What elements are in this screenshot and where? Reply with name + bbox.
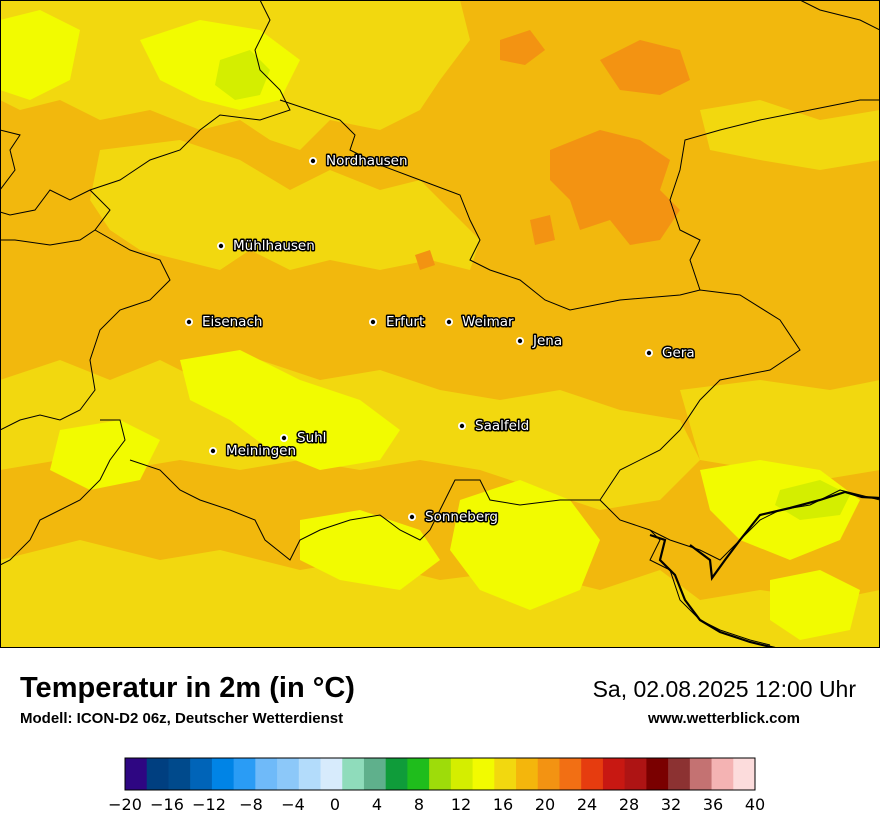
legend-swatch — [494, 758, 517, 790]
city-label-sonneberg: Sonneberg — [425, 509, 498, 525]
legend-tick-label: 4 — [372, 795, 382, 814]
temperature-map[interactable]: Nordhausen Mühlhausen Eisenach Erfurt We… — [0, 0, 880, 648]
legend-tick-label: 24 — [577, 795, 597, 814]
legend-tick-label: 36 — [703, 795, 723, 814]
forecast-datetime: Sa, 02.08.2025 12:00 Uhr — [592, 676, 856, 702]
city-erfurt[interactable]: Erfurt — [369, 313, 426, 332]
legend-frame — [124, 757, 756, 791]
temperature-zone-20-22 — [415, 30, 690, 270]
legend-swatch — [298, 758, 322, 790]
legend-swatch — [277, 758, 300, 790]
color-legend: −20 −16 −12 −8 −4 0 4 8 12 16 20 24 28 32 36 40 — [108, 757, 765, 814]
website-link[interactable]: www.wetterblick.com — [648, 710, 800, 727]
city-sonneberg[interactable]: Sonneberg — [408, 508, 500, 527]
state-borders — [0, 0, 880, 646]
city-label-jena: Jena — [532, 333, 562, 349]
legend-swatch — [407, 758, 430, 790]
city-label-gera: Gera — [662, 345, 695, 361]
legend-swatch — [342, 758, 365, 790]
city-saalfeld[interactable]: Saalfeld — [458, 417, 531, 436]
model-info: Modell: ICON-D2 06z, Deutscher Wetterdie… — [20, 710, 344, 727]
legend-swatch — [125, 758, 148, 790]
legend-tick-label: −16 — [150, 795, 184, 814]
city-eisenach[interactable]: Eisenach — [185, 313, 264, 332]
city-label-weimar: Weimar — [462, 314, 514, 330]
legend-tick-label: 40 — [745, 795, 765, 814]
legend-swatch — [146, 758, 169, 790]
city-markers: Nordhausen Mühlhausen Eisenach Erfurt We… — [185, 152, 696, 527]
legend-tick-label: 16 — [493, 795, 513, 814]
legend-tick-label: −20 — [108, 795, 142, 814]
map-title: Temperatur in 2m (in °C) — [20, 672, 355, 704]
legend-swatch — [602, 758, 626, 790]
legend-tick-label: 32 — [661, 795, 681, 814]
legend-swatch — [385, 758, 408, 790]
city-jena[interactable]: Jena — [516, 332, 564, 351]
country-border — [649, 490, 880, 648]
temperature-zone-12-14 — [215, 50, 850, 520]
legend-swatch — [624, 758, 647, 790]
city-meiningen[interactable]: Meiningen — [209, 442, 298, 461]
legend-swatch — [472, 758, 495, 790]
legend-swatch — [363, 758, 387, 790]
legend-swatch — [233, 758, 256, 790]
legend-swatch — [190, 758, 213, 790]
footer: Temperatur in 2m (in °C) Modell: ICON-D2… — [0, 648, 880, 830]
city-gera[interactable]: Gera — [645, 344, 696, 363]
legend-tick-label: 0 — [330, 795, 340, 814]
legend-swatch — [581, 758, 604, 790]
legend-swatch — [689, 758, 713, 790]
city-suhl[interactable]: Suhl — [280, 429, 328, 448]
legend-tick-label: 20 — [535, 795, 555, 814]
legend-tick-label: −4 — [281, 795, 305, 814]
legend-swatch — [255, 758, 278, 790]
legend-swatch — [559, 758, 582, 790]
legend-swatch — [168, 758, 191, 790]
city-label-nordhausen: Nordhausen — [326, 153, 408, 169]
legend-tick-label: 8 — [414, 795, 424, 814]
legend-swatch — [668, 758, 691, 790]
city-muehlhausen[interactable]: Mühlhausen — [217, 237, 316, 256]
legend-tick-label: 28 — [619, 795, 639, 814]
city-label-suhl: Suhl — [297, 430, 326, 446]
legend-swatch — [320, 758, 343, 790]
city-label-meiningen: Meiningen — [226, 443, 296, 459]
legend-swatches — [125, 758, 756, 790]
city-label-erfurt: Erfurt — [386, 314, 424, 330]
city-nordhausen[interactable]: Nordhausen — [309, 152, 409, 171]
city-label-saalfeld: Saalfeld — [475, 418, 529, 434]
legend-ticks: −20 −16 −12 −8 −4 0 4 8 12 16 20 24 28 32 36 40 — [108, 795, 765, 814]
legend-tick-label: −8 — [239, 795, 263, 814]
city-label-eisenach: Eisenach — [202, 314, 262, 330]
legend-swatch — [646, 758, 669, 790]
legend-swatch — [711, 758, 734, 790]
legend-swatch — [733, 758, 756, 790]
legend-swatch — [429, 758, 452, 790]
city-label-muehlhausen: Mühlhausen — [233, 238, 315, 254]
legend-tick-label: −12 — [192, 795, 226, 814]
legend-swatch — [516, 758, 539, 790]
legend-swatch — [537, 758, 560, 790]
legend-swatch — [211, 758, 235, 790]
city-weimar[interactable]: Weimar — [445, 313, 516, 332]
legend-swatch — [450, 758, 474, 790]
legend-tick-label: 12 — [451, 795, 471, 814]
